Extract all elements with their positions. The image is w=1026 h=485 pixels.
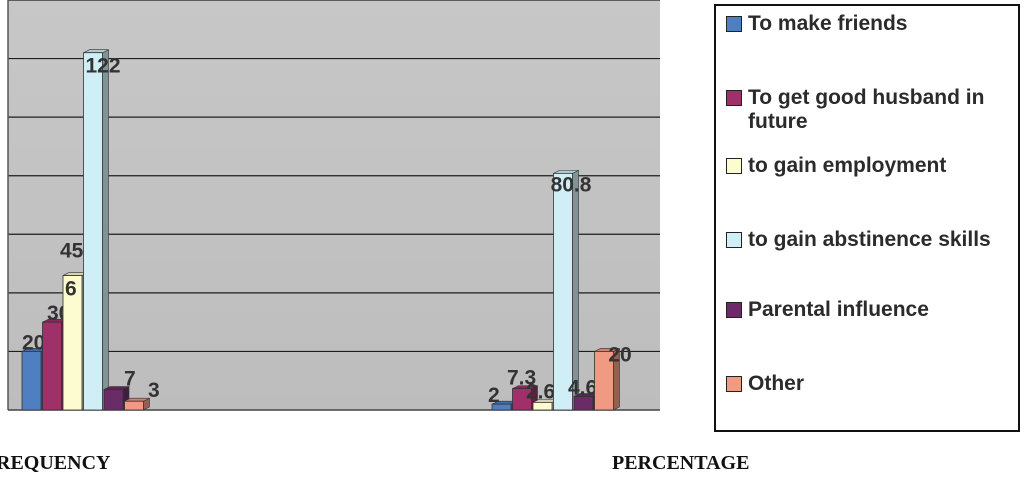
data-label-0-1: 2 <box>488 384 500 407</box>
bar-side-3-0 <box>102 49 109 411</box>
category-label-percentage: PERCENTAGE <box>612 452 750 474</box>
data-label-3-0: 122 <box>85 55 120 78</box>
bar-5-1 <box>594 351 614 411</box>
legend-swatch-icon <box>726 302 742 318</box>
bar-1-0 <box>42 321 62 411</box>
bar-0-1 <box>491 403 512 411</box>
data-label-5-0: 3 <box>148 379 160 402</box>
legend-item-make-friends: To make friends <box>726 12 908 36</box>
bar-3-0 <box>83 52 103 411</box>
data-label-5-1: 20 <box>608 343 631 366</box>
legend-label: to gain abstinence skills <box>748 228 991 251</box>
bar-0-0 <box>21 351 42 411</box>
data-label-2-1: 2.6 <box>526 380 555 403</box>
bar-side-3-1 <box>572 169 579 411</box>
data-label-1-1: 7.3 <box>507 367 536 390</box>
bar-2-0 <box>62 275 83 411</box>
category-label-frequency: REQUENCY <box>0 452 111 474</box>
data-label-4-0: 7 <box>124 368 136 391</box>
legend-label: to gain employment <box>748 154 947 177</box>
legend-item-parental: Parental influence <box>726 298 929 322</box>
data-label-4-1: 4.6 <box>568 377 597 400</box>
plot-background <box>8 0 660 410</box>
bar-4-0 <box>103 389 124 411</box>
bar-2-1 <box>532 401 553 411</box>
legend-swatch-icon <box>726 376 742 392</box>
legend-item-abstinence: to gain abstinence skills <box>726 228 996 252</box>
bar-4-1 <box>573 396 594 411</box>
legend-label: Other <box>748 372 805 395</box>
legend-swatch-icon <box>726 158 742 174</box>
legend-swatch-icon <box>726 90 742 106</box>
legend-item-good-husband: To get good husband in future <box>726 86 1016 134</box>
bar-3-1 <box>553 172 573 411</box>
bar-5-0 <box>124 400 144 411</box>
data-label-3-1: 80.8 <box>551 173 592 196</box>
legend-swatch-icon <box>726 16 742 32</box>
legend-swatch-icon <box>726 232 742 248</box>
legend: To make friends To get good husband in f… <box>714 4 1020 432</box>
legend-label: To make friends <box>748 12 908 35</box>
legend-label: Parental influence <box>748 298 929 321</box>
data-label-extra-0: 6 <box>65 278 77 301</box>
legend-item-employment: to gain employment <box>726 154 946 178</box>
data-label-0-0: 20 <box>22 331 45 354</box>
legend-label: To get good husband in future <box>748 86 985 133</box>
legend-item-other: Other <box>726 372 804 396</box>
bar-1-1 <box>512 388 532 411</box>
